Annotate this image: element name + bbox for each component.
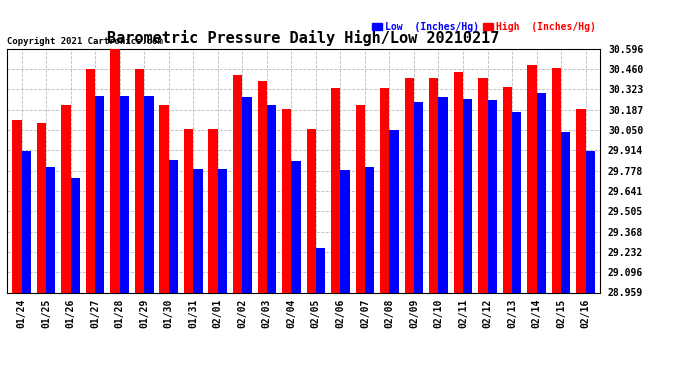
- Bar: [503, 87, 512, 292]
- Bar: [306, 129, 316, 292]
- Bar: [404, 78, 414, 292]
- Bar: [135, 69, 144, 292]
- Bar: [527, 64, 537, 292]
- Bar: [46, 167, 55, 292]
- Bar: [488, 100, 497, 292]
- Bar: [537, 93, 546, 292]
- Bar: [414, 102, 423, 292]
- Bar: [86, 69, 95, 292]
- Bar: [218, 169, 227, 292]
- Bar: [463, 99, 472, 292]
- Bar: [144, 96, 154, 292]
- Bar: [561, 132, 571, 292]
- Bar: [233, 75, 242, 292]
- Bar: [282, 109, 291, 292]
- Bar: [21, 151, 31, 292]
- Bar: [380, 88, 389, 292]
- Bar: [552, 68, 561, 292]
- Bar: [169, 160, 178, 292]
- Bar: [355, 105, 365, 292]
- Bar: [267, 105, 276, 292]
- Text: Copyright 2021 Cartronics.com: Copyright 2021 Cartronics.com: [7, 38, 163, 46]
- Bar: [340, 170, 350, 292]
- Bar: [512, 112, 522, 292]
- Bar: [208, 129, 218, 292]
- Bar: [159, 105, 169, 292]
- Bar: [438, 97, 448, 292]
- Bar: [242, 97, 252, 292]
- Bar: [61, 105, 70, 292]
- Bar: [12, 120, 21, 292]
- Bar: [257, 81, 267, 292]
- Bar: [193, 169, 203, 292]
- Bar: [576, 109, 586, 292]
- Bar: [316, 248, 325, 292]
- Bar: [586, 151, 595, 292]
- Bar: [365, 167, 374, 292]
- Bar: [37, 123, 46, 292]
- Bar: [119, 96, 129, 292]
- Bar: [389, 130, 399, 292]
- Bar: [95, 96, 104, 292]
- Bar: [331, 88, 340, 292]
- Bar: [478, 78, 488, 292]
- Bar: [453, 72, 463, 292]
- Bar: [291, 161, 301, 292]
- Bar: [70, 178, 80, 292]
- Bar: [184, 129, 193, 292]
- Bar: [110, 49, 119, 292]
- Legend: Low  (Inches/Hg), High  (Inches/Hg): Low (Inches/Hg), High (Inches/Hg): [373, 22, 595, 32]
- Bar: [429, 78, 438, 292]
- Title: Barometric Pressure Daily High/Low 20210217: Barometric Pressure Daily High/Low 20210…: [108, 30, 500, 46]
